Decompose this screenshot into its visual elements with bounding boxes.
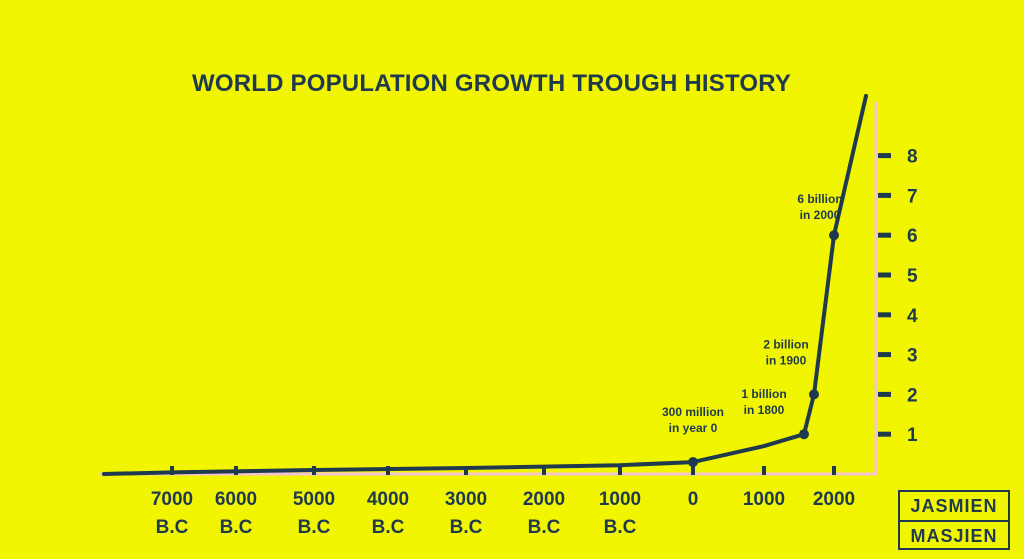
data-point-2 [809,389,819,400]
x-tick-label-9-line-0: 2000 [813,489,855,510]
y-tick-3 [878,352,891,358]
brand-logo: JASMIEN MASJIEN [898,490,1010,550]
x-tick-label-1-line-1: B.C [220,517,253,538]
logo-line-1: JASMIEN [900,492,1008,522]
x-tick-6 [618,466,622,475]
y-tick-label-3: 3 [907,346,918,367]
y-tick-2 [878,391,891,397]
y-tick-7 [878,192,891,198]
annotation-3-line-0: 6 billion [797,192,842,206]
x-tick-label-4-line-1: B.C [450,517,483,538]
y-tick-1 [878,431,891,437]
y-tick-8 [878,153,891,159]
x-tick-label-5-line-1: B.C [528,517,561,538]
data-point-3 [829,230,839,241]
x-tick-label-5-line-0: 2000 [523,489,565,510]
x-tick-8 [762,466,766,475]
annotation-2-line-0: 2 billion [763,337,808,351]
x-tick-4 [464,466,468,475]
annotation-0-line-0: 300 million [662,405,724,419]
annotation-2-line-1: in 1900 [766,353,807,367]
x-tick-label-4-line-0: 3000 [445,489,487,510]
annotation-1-line-1: in 1800 [744,403,785,417]
data-point-0 [688,457,698,468]
y-tick-label-8: 8 [907,147,918,168]
y-tick-label-5: 5 [907,266,918,287]
data-point-1 [799,429,809,440]
y-tick-4 [878,312,891,318]
x-tick-label-2-line-0: 5000 [293,489,335,510]
x-tick-label-0-line-0: 7000 [151,489,193,510]
x-tick-7 [691,466,695,475]
x-tick-label-6-line-1: B.C [604,517,637,538]
y-tick-label-7: 7 [907,186,918,207]
y-tick-5 [878,272,891,278]
y-tick-label-2: 2 [907,385,918,406]
y-tick-label-4: 4 [907,306,918,327]
y-tick-6 [878,232,891,238]
annotation-3-line-1: in 2000 [800,208,841,222]
series-line-0 [102,93,868,476]
annotation-1-line-0: 1 billion [741,387,786,401]
x-tick-label-8-line-0: 1000 [743,489,785,510]
x-tick-5 [542,466,546,475]
x-tick-label-1-line-0: 6000 [215,489,257,510]
x-tick-9 [832,466,836,475]
x-tick-label-7-line-0: 0 [688,489,699,510]
y-tick-label-1: 1 [907,425,918,446]
y-tick-label-6: 6 [907,226,918,247]
x-tick-label-6-line-0: 1000 [599,489,641,510]
x-tick-label-3-line-0: 4000 [367,489,409,510]
x-tick-label-3-line-1: B.C [372,517,405,538]
logo-line-2: MASJIEN [910,526,998,546]
x-tick-label-0-line-1: B.C [156,517,189,538]
chart-title: WORLD POPULATION GROWTH TROUGH HISTORY [192,70,792,97]
x-tick-label-2-line-1: B.C [298,517,331,538]
annotation-0-line-1: in year 0 [669,421,718,435]
